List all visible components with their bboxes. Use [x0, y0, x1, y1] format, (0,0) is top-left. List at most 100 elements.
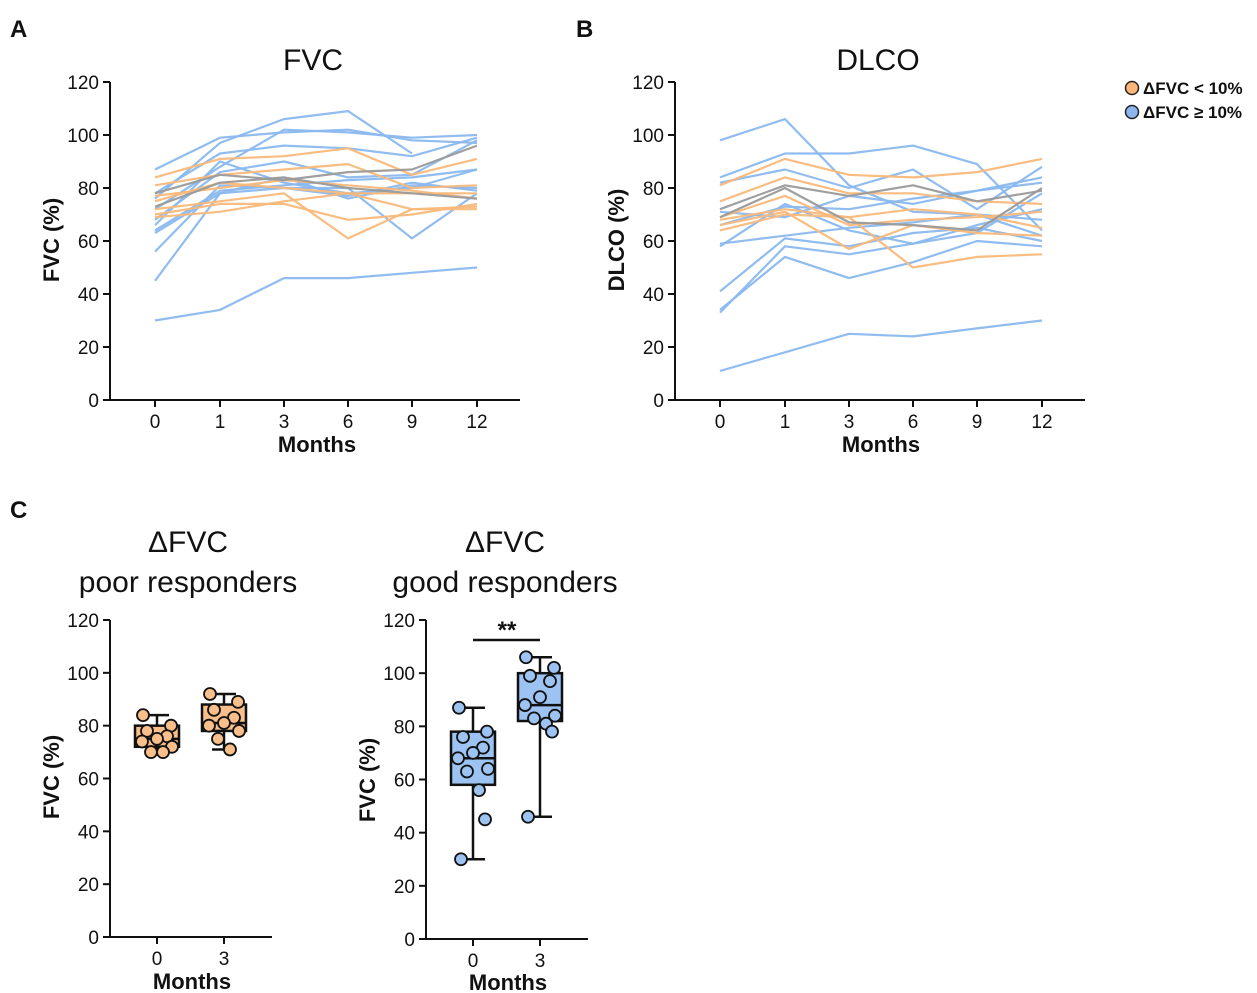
series-line-poor — [154, 147, 478, 179]
data-point — [207, 702, 221, 717]
data-point — [543, 674, 557, 689]
y-tick-label: 120 — [383, 611, 415, 632]
panel-letter-a: A — [10, 16, 27, 43]
y-tick-label: 0 — [88, 928, 99, 949]
x-axis-label: Months — [278, 432, 356, 457]
x-tick-label: 3 — [279, 412, 290, 433]
x-tick-label: 0 — [150, 412, 161, 433]
data-point — [547, 660, 561, 675]
series-line-good — [154, 110, 413, 200]
y-tick-label: 120 — [67, 611, 99, 632]
data-point — [478, 812, 492, 827]
series-line-poor — [719, 208, 1043, 229]
data-point — [466, 746, 480, 760]
fvc-line-chart: FVC Months FVC (%) 0 20 40 60 80 100 120 0 1 3 6 9 1… — [39, 44, 520, 457]
y-tick-label: 80 — [78, 179, 99, 200]
series-line-good — [154, 176, 478, 282]
data-point — [545, 724, 559, 739]
series-line-good — [154, 136, 478, 195]
x-axis-label: Months — [153, 969, 231, 993]
data-point — [156, 745, 170, 759]
y-tick-label: 60 — [78, 232, 99, 253]
y-tick-label: 120 — [632, 73, 664, 94]
data-point — [523, 668, 537, 683]
data-point — [135, 734, 149, 749]
series-line-grey — [154, 144, 478, 195]
y-tick-label: 0 — [88, 391, 99, 412]
x-tick-label: 0 — [715, 412, 726, 433]
series-line-poor — [154, 192, 478, 219]
chart-title: DLCO — [836, 44, 919, 77]
series-line-grey — [719, 186, 1043, 232]
chart-title: FVC — [283, 44, 343, 77]
x-tick-label: 3 — [535, 951, 546, 972]
series-line-good — [154, 139, 478, 221]
y-tick-label: 0 — [653, 391, 664, 412]
x-tick-label: 9 — [407, 412, 418, 433]
series-line-good — [719, 118, 1043, 237]
legend-label-good: ΔFVC ≥ 10% — [1143, 103, 1242, 122]
series-line-poor — [719, 176, 1043, 205]
y-axis-label: FVC (%) — [355, 738, 380, 822]
panel-letter-c: C — [10, 497, 27, 524]
data-point — [521, 809, 535, 824]
legend-marker-poor — [1124, 80, 1140, 96]
y-tick-label: 20 — [394, 877, 415, 898]
x-tick-label: 6 — [908, 412, 919, 433]
y-tick-label: 100 — [67, 126, 99, 147]
data-point — [232, 724, 246, 738]
legend-label-poor: ΔFVC < 10% — [1143, 79, 1243, 98]
y-tick-label: 40 — [78, 285, 99, 306]
series-line-good — [154, 128, 478, 211]
x-tick-label: 1 — [780, 412, 791, 433]
y-tick-label: 120 — [67, 73, 99, 94]
data-point — [460, 764, 474, 779]
data-point — [481, 761, 495, 776]
chart-title-line-2: poor responders — [79, 566, 297, 599]
good-responders-box-chart: ΔFVC good responders Months FVC (%) ** 0… — [355, 526, 618, 993]
y-tick-label: 60 — [394, 771, 415, 792]
y-tick-label: 20 — [78, 875, 99, 896]
series-line-good — [154, 181, 478, 253]
series-line-poor — [154, 202, 478, 221]
data-point — [217, 716, 231, 730]
dlco-line-chart: DLCO Months DLCO (%) 0 20 40 60 80 100 120 0 1 3 6… — [604, 44, 1085, 457]
x-tick-label: 12 — [1031, 412, 1052, 433]
series-line-good — [719, 192, 1043, 314]
y-tick-label: 20 — [643, 338, 664, 359]
y-tick-label: 80 — [78, 717, 99, 738]
y-tick-label: 0 — [404, 930, 415, 951]
data-point — [211, 731, 225, 746]
chart-title-line-1: ΔFVC — [148, 526, 228, 559]
data-point — [519, 650, 533, 665]
data-point — [454, 852, 468, 867]
series-line-poor — [719, 157, 1043, 187]
x-tick-label: 6 — [343, 412, 354, 433]
data-point — [202, 718, 216, 733]
x-tick-label: 0 — [468, 951, 479, 972]
panel-letter-b: B — [576, 16, 593, 43]
series-line-good — [719, 239, 1043, 311]
y-tick-label: 80 — [394, 717, 415, 738]
y-tick-label: 40 — [394, 824, 415, 845]
data-point — [203, 687, 217, 701]
data-point — [452, 700, 466, 715]
data-point — [548, 708, 562, 723]
data-point — [472, 783, 486, 798]
x-tick-label: 9 — [972, 412, 983, 433]
data-point — [231, 694, 245, 709]
x-tick-label: 3 — [844, 412, 855, 433]
y-axis-label: FVC (%) — [39, 735, 64, 819]
y-tick-label: 100 — [67, 664, 99, 685]
data-point — [451, 751, 465, 766]
series-line-poor — [719, 213, 1043, 269]
legend-marker-good — [1124, 104, 1140, 120]
legend: ΔFVC < 10% ΔFVC ≥ 10% — [1124, 79, 1243, 122]
data-point — [150, 731, 164, 746]
y-tick-label: 100 — [632, 126, 664, 147]
y-tick-label: 60 — [643, 232, 664, 253]
series-line-good — [719, 319, 1043, 372]
series-line-good — [719, 226, 1043, 293]
x-tick-label: 1 — [215, 412, 226, 433]
